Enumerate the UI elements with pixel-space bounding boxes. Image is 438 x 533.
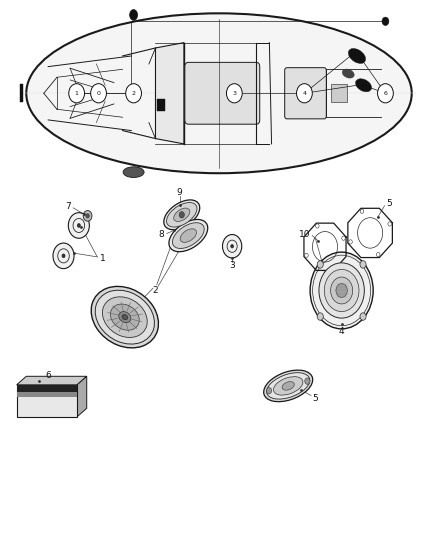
Ellipse shape [267,373,310,399]
Ellipse shape [95,290,155,344]
Polygon shape [17,376,87,385]
Circle shape [86,214,89,218]
Ellipse shape [123,167,144,177]
Text: 10: 10 [299,230,310,239]
Bar [17,385,77,417]
Circle shape [360,261,366,268]
Ellipse shape [164,200,200,230]
Circle shape [305,253,308,257]
FancyBboxPatch shape [285,68,326,119]
Circle shape [231,245,233,248]
Circle shape [317,261,323,268]
Ellipse shape [130,10,138,20]
Circle shape [53,243,74,269]
Circle shape [331,277,353,304]
Circle shape [297,84,312,103]
Ellipse shape [26,13,412,173]
Text: 4: 4 [302,91,307,96]
Circle shape [377,253,380,257]
Ellipse shape [356,79,371,92]
Bar [331,84,347,102]
Polygon shape [77,376,87,417]
Ellipse shape [180,229,197,243]
Ellipse shape [342,69,354,78]
Circle shape [91,84,106,103]
Circle shape [83,211,92,221]
Circle shape [382,17,389,26]
Circle shape [69,84,85,103]
Ellipse shape [282,382,294,390]
Circle shape [331,265,335,270]
Bar [20,84,23,102]
Text: 4: 4 [339,327,344,336]
Ellipse shape [348,49,366,63]
Text: 1: 1 [100,254,106,263]
Circle shape [336,284,347,297]
Bar [17,385,77,392]
Ellipse shape [173,223,204,248]
Circle shape [126,84,141,103]
Circle shape [324,269,359,312]
Text: 5: 5 [312,394,318,402]
Ellipse shape [174,208,190,222]
Text: 8: 8 [158,230,164,239]
Ellipse shape [91,286,159,348]
Circle shape [317,313,323,320]
Circle shape [305,378,310,384]
Text: 2: 2 [153,286,158,295]
Text: 5: 5 [386,199,392,208]
Text: 9: 9 [177,189,183,197]
Ellipse shape [122,314,128,320]
Polygon shape [155,43,184,144]
Circle shape [342,236,345,240]
Ellipse shape [264,370,313,402]
Circle shape [315,224,319,228]
Text: 3: 3 [229,261,235,270]
Text: 0: 0 [97,91,100,96]
Circle shape [310,252,373,329]
Circle shape [179,212,184,218]
Ellipse shape [119,312,131,322]
Text: 2: 2 [131,91,136,96]
Circle shape [223,235,242,258]
Ellipse shape [273,377,303,395]
Circle shape [319,263,364,318]
Circle shape [360,313,366,320]
Text: 1: 1 [75,91,78,96]
Text: 6: 6 [45,372,51,380]
Ellipse shape [102,297,147,337]
Ellipse shape [110,304,139,330]
Circle shape [388,222,392,226]
Circle shape [68,213,89,238]
Text: 7: 7 [65,203,71,211]
Circle shape [266,387,272,394]
Circle shape [349,240,352,244]
Circle shape [378,84,393,103]
Text: 6: 6 [384,91,387,96]
Circle shape [226,84,242,103]
Circle shape [360,209,364,213]
Ellipse shape [166,203,197,227]
Bar [157,99,165,111]
Text: 3: 3 [232,91,237,96]
Bar [17,392,77,397]
Circle shape [77,223,81,228]
Circle shape [62,254,65,258]
Ellipse shape [169,220,208,252]
FancyBboxPatch shape [185,62,260,124]
